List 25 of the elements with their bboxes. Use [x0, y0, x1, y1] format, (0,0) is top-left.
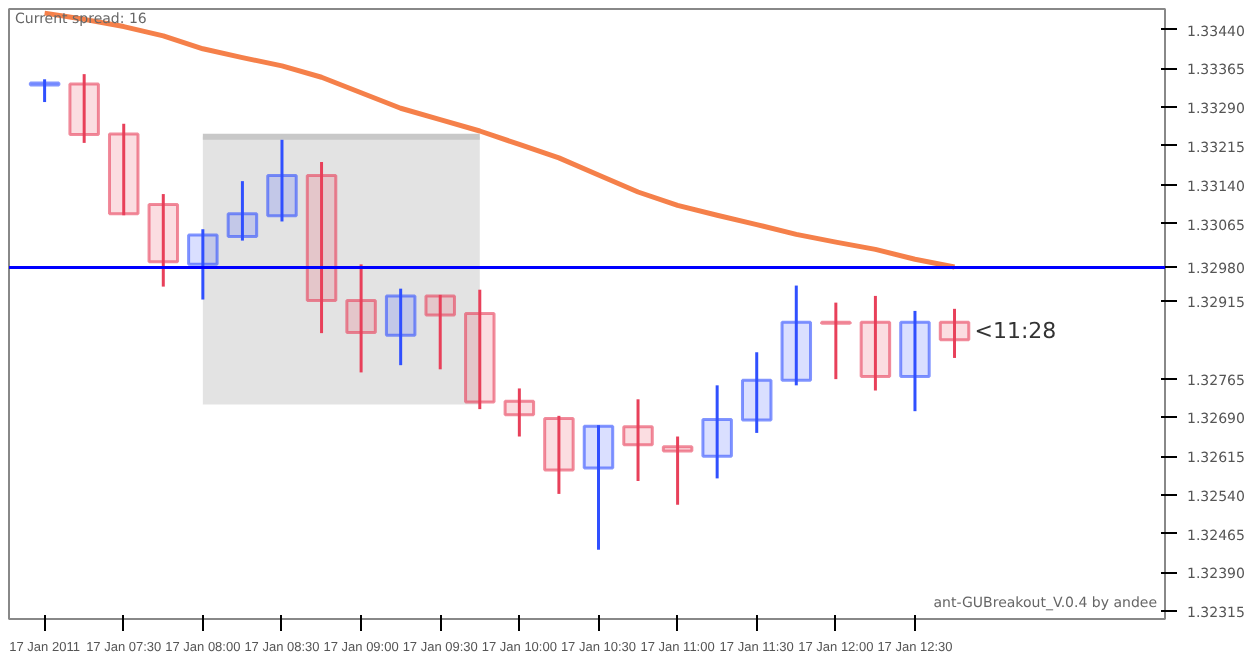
- candlestick: [266, 138, 298, 223]
- candlestick: [701, 383, 733, 480]
- candlestick: [859, 294, 892, 393]
- candlestick: [661, 435, 694, 507]
- candlestick: [780, 284, 813, 387]
- candlestick: [543, 414, 575, 496]
- candlestick: [384, 287, 417, 367]
- candlestick: [147, 192, 180, 289]
- candlestick: [464, 288, 496, 411]
- candlestick: [820, 301, 852, 381]
- candlestick: [938, 307, 971, 360]
- candlestick: [28, 77, 61, 104]
- text: <11:28: [974, 318, 1057, 345]
- candlestick: [503, 386, 536, 439]
- candlestick: [305, 160, 338, 335]
- candlestick: [345, 262, 377, 374]
- candlestick: [187, 227, 219, 302]
- candlestick: [582, 423, 615, 552]
- candlestick: [424, 293, 456, 371]
- candlestick: [740, 350, 773, 435]
- candlestick: [899, 309, 931, 413]
- candlestick: [622, 397, 654, 483]
- candlestick: [226, 179, 259, 243]
- candlestick: [107, 122, 140, 217]
- candlestick: [68, 72, 100, 145]
